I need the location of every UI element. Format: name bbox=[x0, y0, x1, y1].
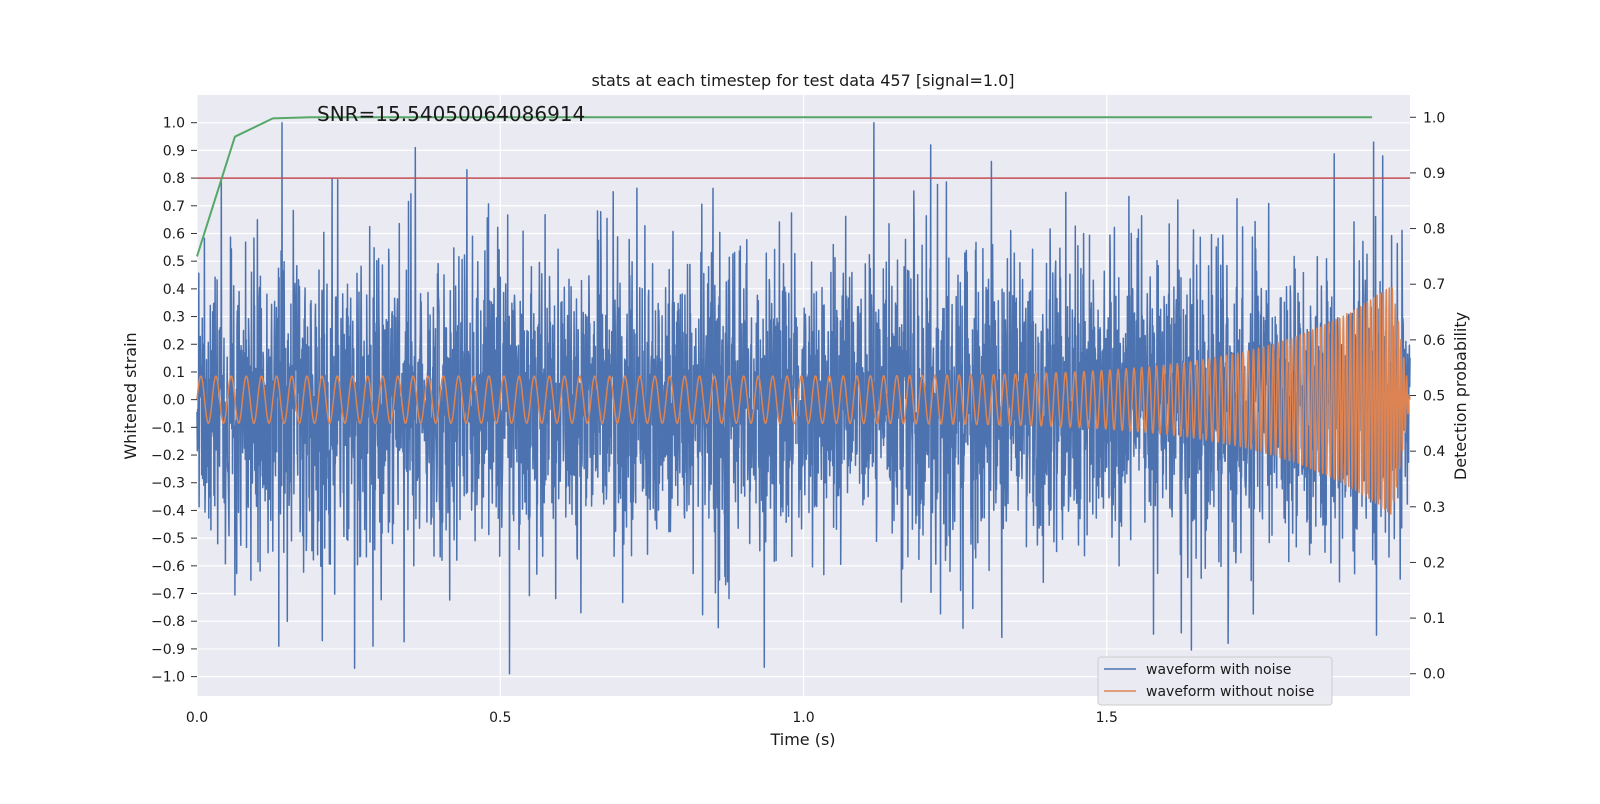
x-axis-title: Time (s) bbox=[769, 730, 835, 749]
y-left-tick-label: 0.7 bbox=[163, 199, 185, 215]
y-left-tick-label: −0.2 bbox=[151, 448, 185, 464]
y-right-tick-label: 0.7 bbox=[1423, 277, 1445, 293]
x-tick-label: 1.0 bbox=[792, 710, 814, 726]
y-left-tick-label: 0.2 bbox=[163, 337, 185, 353]
x-tick-label: 1.5 bbox=[1096, 710, 1118, 726]
y-left-tick-label: −0.5 bbox=[151, 531, 185, 547]
y-left-tick-label: −0.9 bbox=[151, 642, 185, 658]
y-right-tick-label: 0.6 bbox=[1423, 333, 1445, 349]
y-right-tick-label: 0.0 bbox=[1423, 667, 1445, 683]
y-left-tick-label: 0.8 bbox=[163, 171, 185, 187]
y-left-axis-title: Whitened strain bbox=[121, 332, 140, 459]
x-axis-ticks: 0.0 0.5 1.0 1.5 bbox=[186, 710, 1118, 726]
y-right-tick-label: 0.3 bbox=[1423, 500, 1445, 516]
y-left-tick-label: −0.6 bbox=[151, 559, 185, 575]
y-right-tick-label: 0.1 bbox=[1423, 611, 1445, 627]
legend-label-clean: waveform without noise bbox=[1146, 684, 1314, 700]
y-left-tick-label: 0.4 bbox=[163, 282, 185, 298]
y-right-tick-label: 0.5 bbox=[1423, 389, 1445, 405]
snr-annotation: SNR=15.54050064086914 bbox=[317, 102, 585, 126]
x-tick-label: 0.0 bbox=[186, 710, 208, 726]
y-left-tick-label: −0.4 bbox=[151, 503, 185, 519]
y-left-tick-label: −0.7 bbox=[151, 587, 185, 603]
y-left-tick-label: −0.1 bbox=[151, 420, 185, 436]
y-right-tick-label: 0.9 bbox=[1423, 166, 1445, 182]
y-right-tick-label: 1.0 bbox=[1423, 110, 1445, 126]
y-left-tick-label: 0.6 bbox=[163, 226, 185, 242]
series-waveform-without-noise bbox=[196, 286, 1411, 515]
legend: waveform with noise waveform without noi… bbox=[1097, 656, 1333, 706]
y-right-axis-title: Detection probability bbox=[1451, 312, 1470, 480]
y-right-tick-label: 0.8 bbox=[1423, 222, 1445, 238]
x-tick-label: 0.5 bbox=[489, 710, 511, 726]
y-left-tick-label: −0.8 bbox=[151, 614, 185, 630]
y-left-tick-label: 0.0 bbox=[163, 393, 185, 409]
series-layer bbox=[196, 116, 1411, 675]
series-detection-probability bbox=[196, 116, 1373, 257]
chart-title: stats at each timestep for test data 457… bbox=[591, 71, 1014, 90]
y-left-axis-ticks: −1.0 −0.9 −0.8 −0.7 −0.6 −0.5 −0.4 −0.3 −0.2 −0.1… bbox=[151, 116, 197, 686]
y-left-tick-label: 0.9 bbox=[163, 143, 185, 159]
y-right-tick-label: 0.2 bbox=[1423, 555, 1445, 571]
y-left-tick-label: −0.3 bbox=[151, 476, 185, 492]
y-right-axis-ticks: 0.0 0.1 0.2 0.3 0.4 0.5 0.6 0.7 0.8 0.9 1.0 bbox=[1410, 110, 1445, 683]
legend-box bbox=[1097, 656, 1333, 706]
y-left-tick-label: 0.1 bbox=[163, 365, 185, 381]
y-left-tick-label: 0.5 bbox=[163, 254, 185, 270]
y-left-tick-label: −1.0 bbox=[151, 670, 185, 686]
y-right-tick-label: 0.4 bbox=[1423, 444, 1445, 460]
legend-label-noise: waveform with noise bbox=[1146, 662, 1291, 678]
y-left-tick-label: 0.3 bbox=[163, 310, 185, 326]
y-left-tick-label: 1.0 bbox=[163, 116, 185, 132]
